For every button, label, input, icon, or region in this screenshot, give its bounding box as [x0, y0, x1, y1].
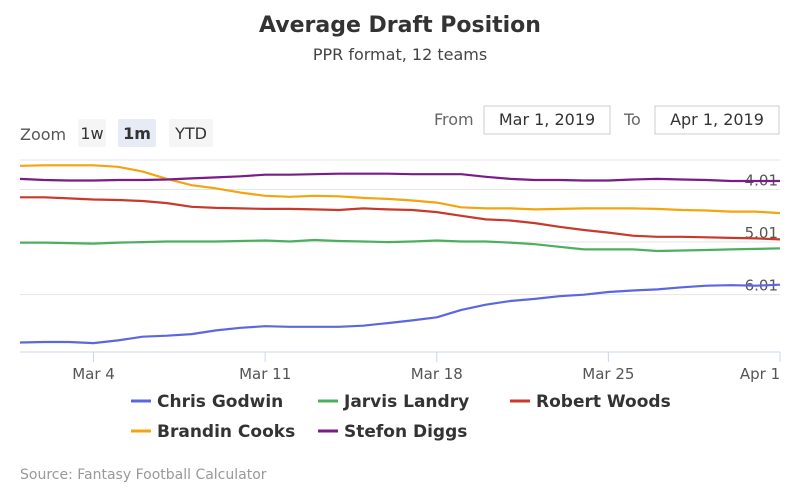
- legend-item-stefon-diggs[interactable]: Stefon Diggs: [318, 422, 467, 442]
- zoom-label: Zoom: [20, 125, 66, 144]
- x-tick-label: Apr 1: [740, 365, 780, 383]
- x-tick-label: Mar 11: [239, 365, 291, 383]
- legend-label: Stefon Diggs: [344, 422, 467, 442]
- range-to-value: Apr 1, 2019: [670, 110, 764, 129]
- zoom-button-label: 1m: [123, 124, 151, 143]
- legend: Chris Godwin Jarvis Landry Robert Woods Bra…: [131, 392, 671, 442]
- zoom-button-label: YTD: [174, 124, 207, 143]
- legend-label: Jarvis Landry: [343, 392, 469, 412]
- series-line-robert-woods: [20, 196, 781, 241]
- zoom-button-1w[interactable]: 1w: [78, 119, 106, 147]
- legend-label: Brandin Cooks: [157, 422, 295, 442]
- legend-label: Robert Woods: [536, 392, 671, 412]
- legend-label: Chris Godwin: [157, 392, 283, 412]
- x-tick-label: Mar 4: [72, 365, 115, 383]
- legend-item-chris-godwin[interactable]: Chris Godwin: [131, 392, 283, 412]
- chart-subtitle: PPR format, 12 teams: [313, 45, 487, 64]
- range-from-input[interactable]: Mar 1, 2019: [483, 105, 611, 135]
- series-line-chris-godwin: [19, 283, 781, 345]
- zoom-button-label: 1w: [80, 124, 103, 143]
- zoom-button-ytd[interactable]: YTD: [169, 119, 213, 147]
- range-to-input[interactable]: Apr 1, 2019: [654, 105, 780, 135]
- series-line-stefon-diggs: [19, 172, 780, 183]
- series-line-brandin-cooks: [19, 164, 781, 215]
- x-tick-label: Mar 18: [411, 365, 463, 383]
- range-from-label: From: [434, 110, 474, 129]
- source-note: Source: Fantasy Football Calculator: [20, 467, 267, 483]
- zoom-button-1m[interactable]: 1m: [118, 119, 156, 147]
- legend-item-brandin-cooks[interactable]: Brandin Cooks: [131, 422, 295, 442]
- range-from-value: Mar 1, 2019: [499, 110, 595, 129]
- legend-item-jarvis-landry[interactable]: Jarvis Landry: [318, 392, 469, 412]
- x-tick-label: Mar 25: [582, 365, 634, 383]
- range-to-label: To: [623, 110, 641, 129]
- chart-title: Average Draft Position: [259, 13, 541, 38]
- series-line-jarvis-landry: [20, 238, 781, 253]
- legend-item-robert-woods[interactable]: Robert Woods: [510, 392, 671, 412]
- zoom-buttons: 1w 1m YTD: [78, 119, 213, 147]
